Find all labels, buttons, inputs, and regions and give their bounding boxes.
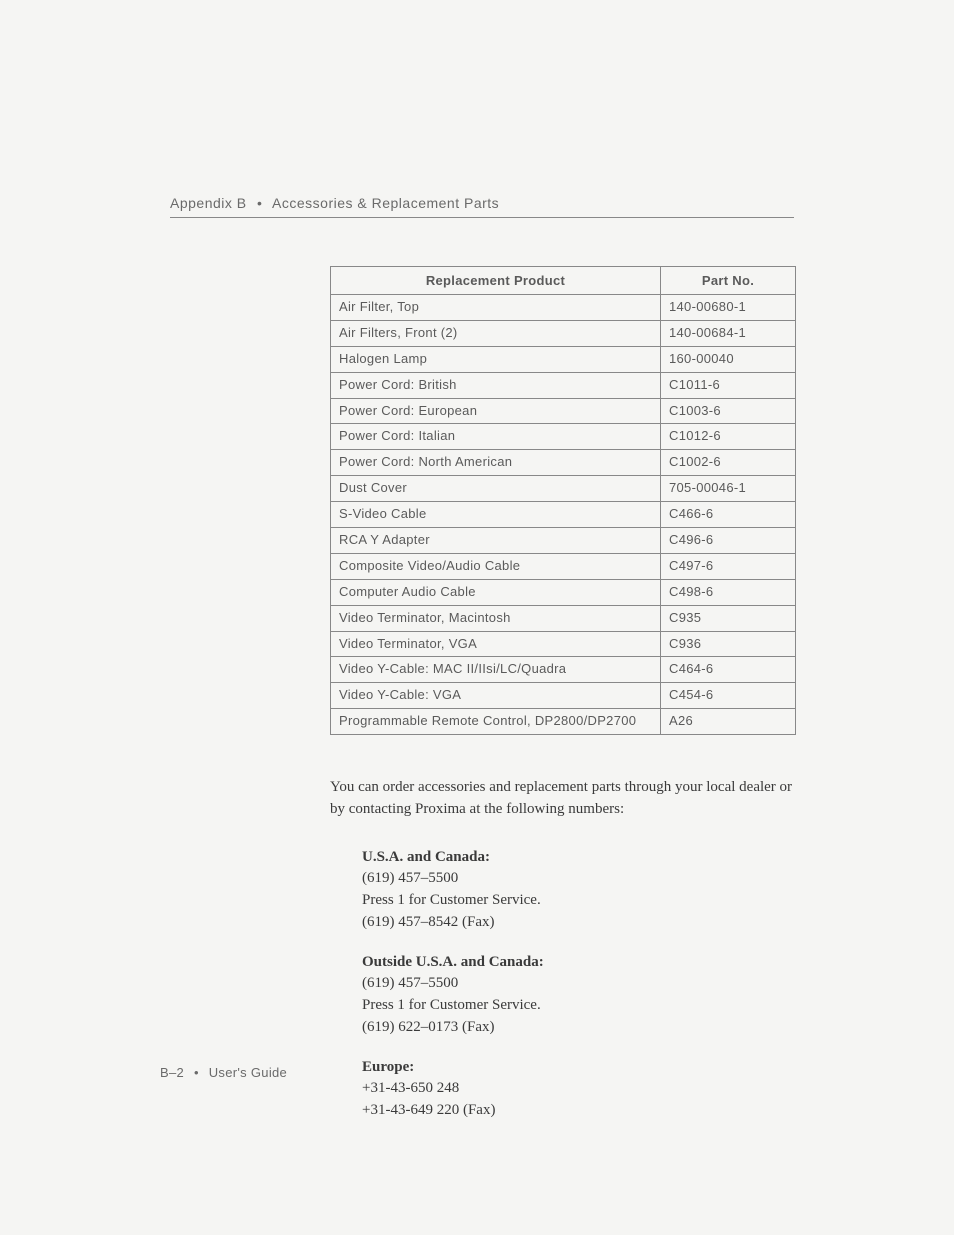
table-row: Programmable Remote Control, DP2800/DP27… <box>331 709 796 735</box>
contact-heading: U.S.A. and Canada: <box>362 847 794 869</box>
contact-line: Press 1 for Customer Service. <box>362 890 794 912</box>
product-cell: Power Cord: European <box>331 398 661 424</box>
contact-line: +31-43-649 220 (Fax) <box>362 1100 794 1122</box>
product-cell: Power Cord: North American <box>331 450 661 476</box>
contact-block: Europe:+31-43-650 248+31-43-649 220 (Fax… <box>362 1057 794 1122</box>
partno-cell: C464-6 <box>661 657 796 683</box>
table-header-row: Replacement Product Part No. <box>331 267 796 295</box>
contact-line: (619) 457–5500 <box>362 973 794 995</box>
product-cell: Power Cord: British <box>331 372 661 398</box>
table-row: Video Terminator, VGAC936 <box>331 631 796 657</box>
document-page: Appendix B • Accessories & Replacement P… <box>0 0 954 1200</box>
contact-heading: Outside U.S.A. and Canada: <box>362 952 794 974</box>
table-row: Power Cord: BritishC1011-6 <box>331 372 796 398</box>
table-row: S-Video CableC466-6 <box>331 502 796 528</box>
partno-cell: 140-00680-1 <box>661 295 796 321</box>
table-row: Air Filter, Top140-00680-1 <box>331 295 796 321</box>
product-cell: Power Cord: Italian <box>331 424 661 450</box>
header-bullet: • <box>257 195 262 211</box>
table-row: Computer Audio CableC498-6 <box>331 579 796 605</box>
table-row: Power Cord: EuropeanC1003-6 <box>331 398 796 424</box>
page-header: Appendix B • Accessories & Replacement P… <box>170 195 794 218</box>
product-cell: Halogen Lamp <box>331 346 661 372</box>
contact-line: (619) 622–0173 (Fax) <box>362 1017 794 1039</box>
appendix-label: Appendix B <box>170 195 247 211</box>
partno-cell: C496-6 <box>661 528 796 554</box>
product-cell: Composite Video/Audio Cable <box>331 553 661 579</box>
page-number: B–2 <box>160 1065 184 1080</box>
table-row: Dust Cover705-00046-1 <box>331 476 796 502</box>
col-header-product: Replacement Product <box>331 267 661 295</box>
table-row: Video Terminator, MacintoshC935 <box>331 605 796 631</box>
partno-cell: 160-00040 <box>661 346 796 372</box>
partno-cell: C936 <box>661 631 796 657</box>
partno-cell: 705-00046-1 <box>661 476 796 502</box>
product-cell: Air Filter, Top <box>331 295 661 321</box>
partno-cell: C497-6 <box>661 553 796 579</box>
product-cell: RCA Y Adapter <box>331 528 661 554</box>
contact-block: Outside U.S.A. and Canada:(619) 457–5500… <box>362 952 794 1039</box>
doc-title: User's Guide <box>209 1065 287 1080</box>
page-footer: B–2 • User's Guide <box>160 1065 287 1080</box>
product-cell: Computer Audio Cable <box>331 579 661 605</box>
partno-cell: C935 <box>661 605 796 631</box>
table-row: RCA Y AdapterC496-6 <box>331 528 796 554</box>
contact-line: (619) 457–5500 <box>362 868 794 890</box>
product-cell: Air Filters, Front (2) <box>331 320 661 346</box>
partno-cell: C1002-6 <box>661 450 796 476</box>
table-row: Halogen Lamp160-00040 <box>331 346 796 372</box>
contact-line: +31-43-650 248 <box>362 1078 794 1100</box>
contact-line: (619) 457–8542 (Fax) <box>362 912 794 934</box>
order-instructions: You can order accessories and replacemen… <box>330 777 794 821</box>
product-cell: Video Terminator, VGA <box>331 631 661 657</box>
product-cell: Video Y-Cable: VGA <box>331 683 661 709</box>
product-cell: Programmable Remote Control, DP2800/DP27… <box>331 709 661 735</box>
product-cell: Video Y-Cable: MAC II/IIsi/LC/Quadra <box>331 657 661 683</box>
product-cell: S-Video Cable <box>331 502 661 528</box>
parts-table-container: Replacement Product Part No. Air Filter,… <box>330 266 794 735</box>
table-row: Power Cord: ItalianC1012-6 <box>331 424 796 450</box>
product-cell: Dust Cover <box>331 476 661 502</box>
partno-cell: C454-6 <box>661 683 796 709</box>
partno-cell: C1003-6 <box>661 398 796 424</box>
col-header-partno: Part No. <box>661 267 796 295</box>
partno-cell: C466-6 <box>661 502 796 528</box>
section-title: Accessories & Replacement Parts <box>272 195 499 211</box>
contact-line: Press 1 for Customer Service. <box>362 995 794 1017</box>
parts-table: Replacement Product Part No. Air Filter,… <box>330 266 796 735</box>
partno-cell: C1012-6 <box>661 424 796 450</box>
partno-cell: 140-00684-1 <box>661 320 796 346</box>
contact-block: U.S.A. and Canada:(619) 457–5500Press 1 … <box>362 847 794 934</box>
table-row: Video Y-Cable: VGAC454-6 <box>331 683 796 709</box>
table-row: Air Filters, Front (2)140-00684-1 <box>331 320 796 346</box>
table-row: Composite Video/Audio CableC497-6 <box>331 553 796 579</box>
footer-bullet: • <box>194 1065 199 1080</box>
table-row: Power Cord: North AmericanC1002-6 <box>331 450 796 476</box>
partno-cell: C1011-6 <box>661 372 796 398</box>
contact-heading: Europe: <box>362 1057 794 1079</box>
product-cell: Video Terminator, Macintosh <box>331 605 661 631</box>
partno-cell: A26 <box>661 709 796 735</box>
partno-cell: C498-6 <box>661 579 796 605</box>
table-row: Video Y-Cable: MAC II/IIsi/LC/QuadraC464… <box>331 657 796 683</box>
